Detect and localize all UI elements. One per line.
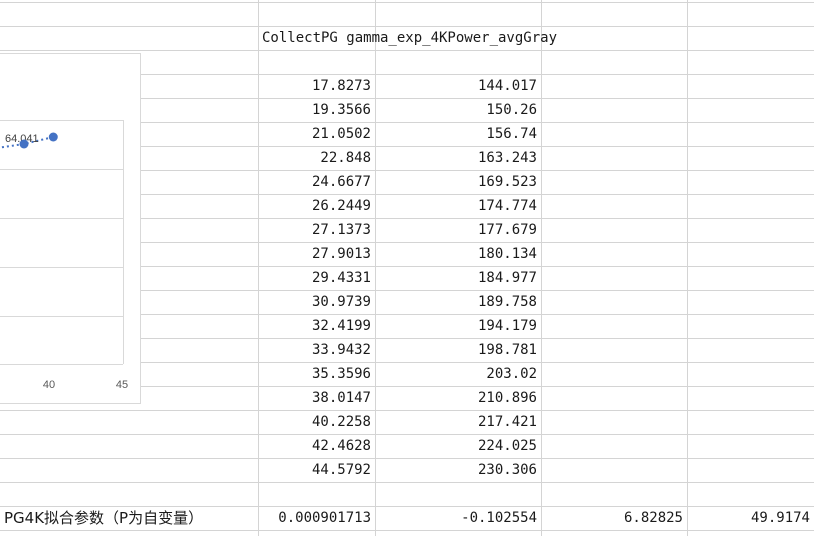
- cell-col-d-row-12[interactable]: 33.9432: [311, 342, 371, 358]
- cell-col-e-row-16[interactable]: 224.025: [477, 438, 537, 454]
- cell-col-d-row-13[interactable]: 35.3596: [311, 366, 371, 382]
- cell-col-d-row-3[interactable]: 21.0502: [311, 126, 371, 142]
- x-tick-label: 40: [43, 379, 55, 391]
- fit-param-a[interactable]: 0.000901713: [278, 510, 371, 526]
- cell-col-d-row-1[interactable]: 17.8273: [311, 78, 371, 94]
- cell-col-d-row-11[interactable]: 32.4199: [311, 318, 371, 334]
- cell-col-e-row-15[interactable]: 217.421: [477, 414, 537, 430]
- cell-col-e-row-12[interactable]: 198.781: [477, 342, 537, 358]
- cell-col-e-row-14[interactable]: 210.896: [477, 390, 537, 406]
- embedded-scatter-chart[interactable]: 40 45 64.041: [0, 53, 141, 404]
- cell-col-e-row-5[interactable]: 169.523: [477, 174, 537, 190]
- scatter-point-2: [48, 132, 58, 142]
- fit-param-b[interactable]: -0.102554: [461, 510, 537, 526]
- data-label: 64.041: [5, 133, 39, 145]
- cell-col-d-row-5[interactable]: 24.6677: [311, 174, 371, 190]
- cell-col-e-row-4[interactable]: 163.243: [477, 150, 537, 166]
- fit-param-d[interactable]: 49.9174: [750, 510, 810, 526]
- cell-col-e-row-13[interactable]: 203.02: [486, 366, 537, 382]
- fit-param-c[interactable]: 6.82825: [623, 510, 683, 526]
- cell-col-d-row-10[interactable]: 30.9739: [311, 294, 371, 310]
- cell-col-e-row-1[interactable]: 144.017: [477, 78, 537, 94]
- cell-col-e-row-10[interactable]: 189.758: [477, 294, 537, 310]
- cell-col-d-row-9[interactable]: 29.4331: [311, 270, 371, 286]
- cell-col-d-row-14[interactable]: 38.0147: [311, 390, 371, 406]
- cell-col-e-row-11[interactable]: 194.179: [477, 318, 537, 334]
- x-tick-label: 45: [116, 379, 128, 391]
- cell-col-d-row-2[interactable]: 19.3566: [311, 102, 371, 118]
- cell-col-e-row-17[interactable]: 230.306: [477, 462, 537, 478]
- cell-col-d-row-6[interactable]: 26.2449: [311, 198, 371, 214]
- cell-col-e-row-8[interactable]: 180.134: [477, 246, 537, 262]
- cell-col-e-row-2[interactable]: 150.26: [486, 102, 537, 118]
- fit-params-label[interactable]: PG4K拟合参数（P为自变量）: [4, 509, 204, 527]
- header-title-cell[interactable]: CollectPG gamma_exp_4KPower_avgGray: [262, 30, 558, 46]
- cell-col-e-row-9[interactable]: 184.977: [477, 270, 537, 286]
- cell-col-d-row-4[interactable]: 22.848: [320, 150, 371, 166]
- cell-col-d-row-17[interactable]: 44.5792: [311, 462, 371, 478]
- cell-col-d-row-16[interactable]: 42.4628: [311, 438, 371, 454]
- cell-col-d-row-8[interactable]: 27.9013: [311, 246, 371, 262]
- scatter-point-1: [19, 139, 29, 149]
- cell-col-e-row-3[interactable]: 156.74: [486, 126, 537, 142]
- cell-col-d-row-15[interactable]: 40.2258: [311, 414, 371, 430]
- cell-col-e-row-6[interactable]: 174.774: [477, 198, 537, 214]
- chart-plot: 40 45 64.041: [0, 120, 128, 391]
- cell-col-d-row-7[interactable]: 27.1373: [311, 222, 371, 238]
- cell-col-e-row-7[interactable]: 177.679: [477, 222, 537, 238]
